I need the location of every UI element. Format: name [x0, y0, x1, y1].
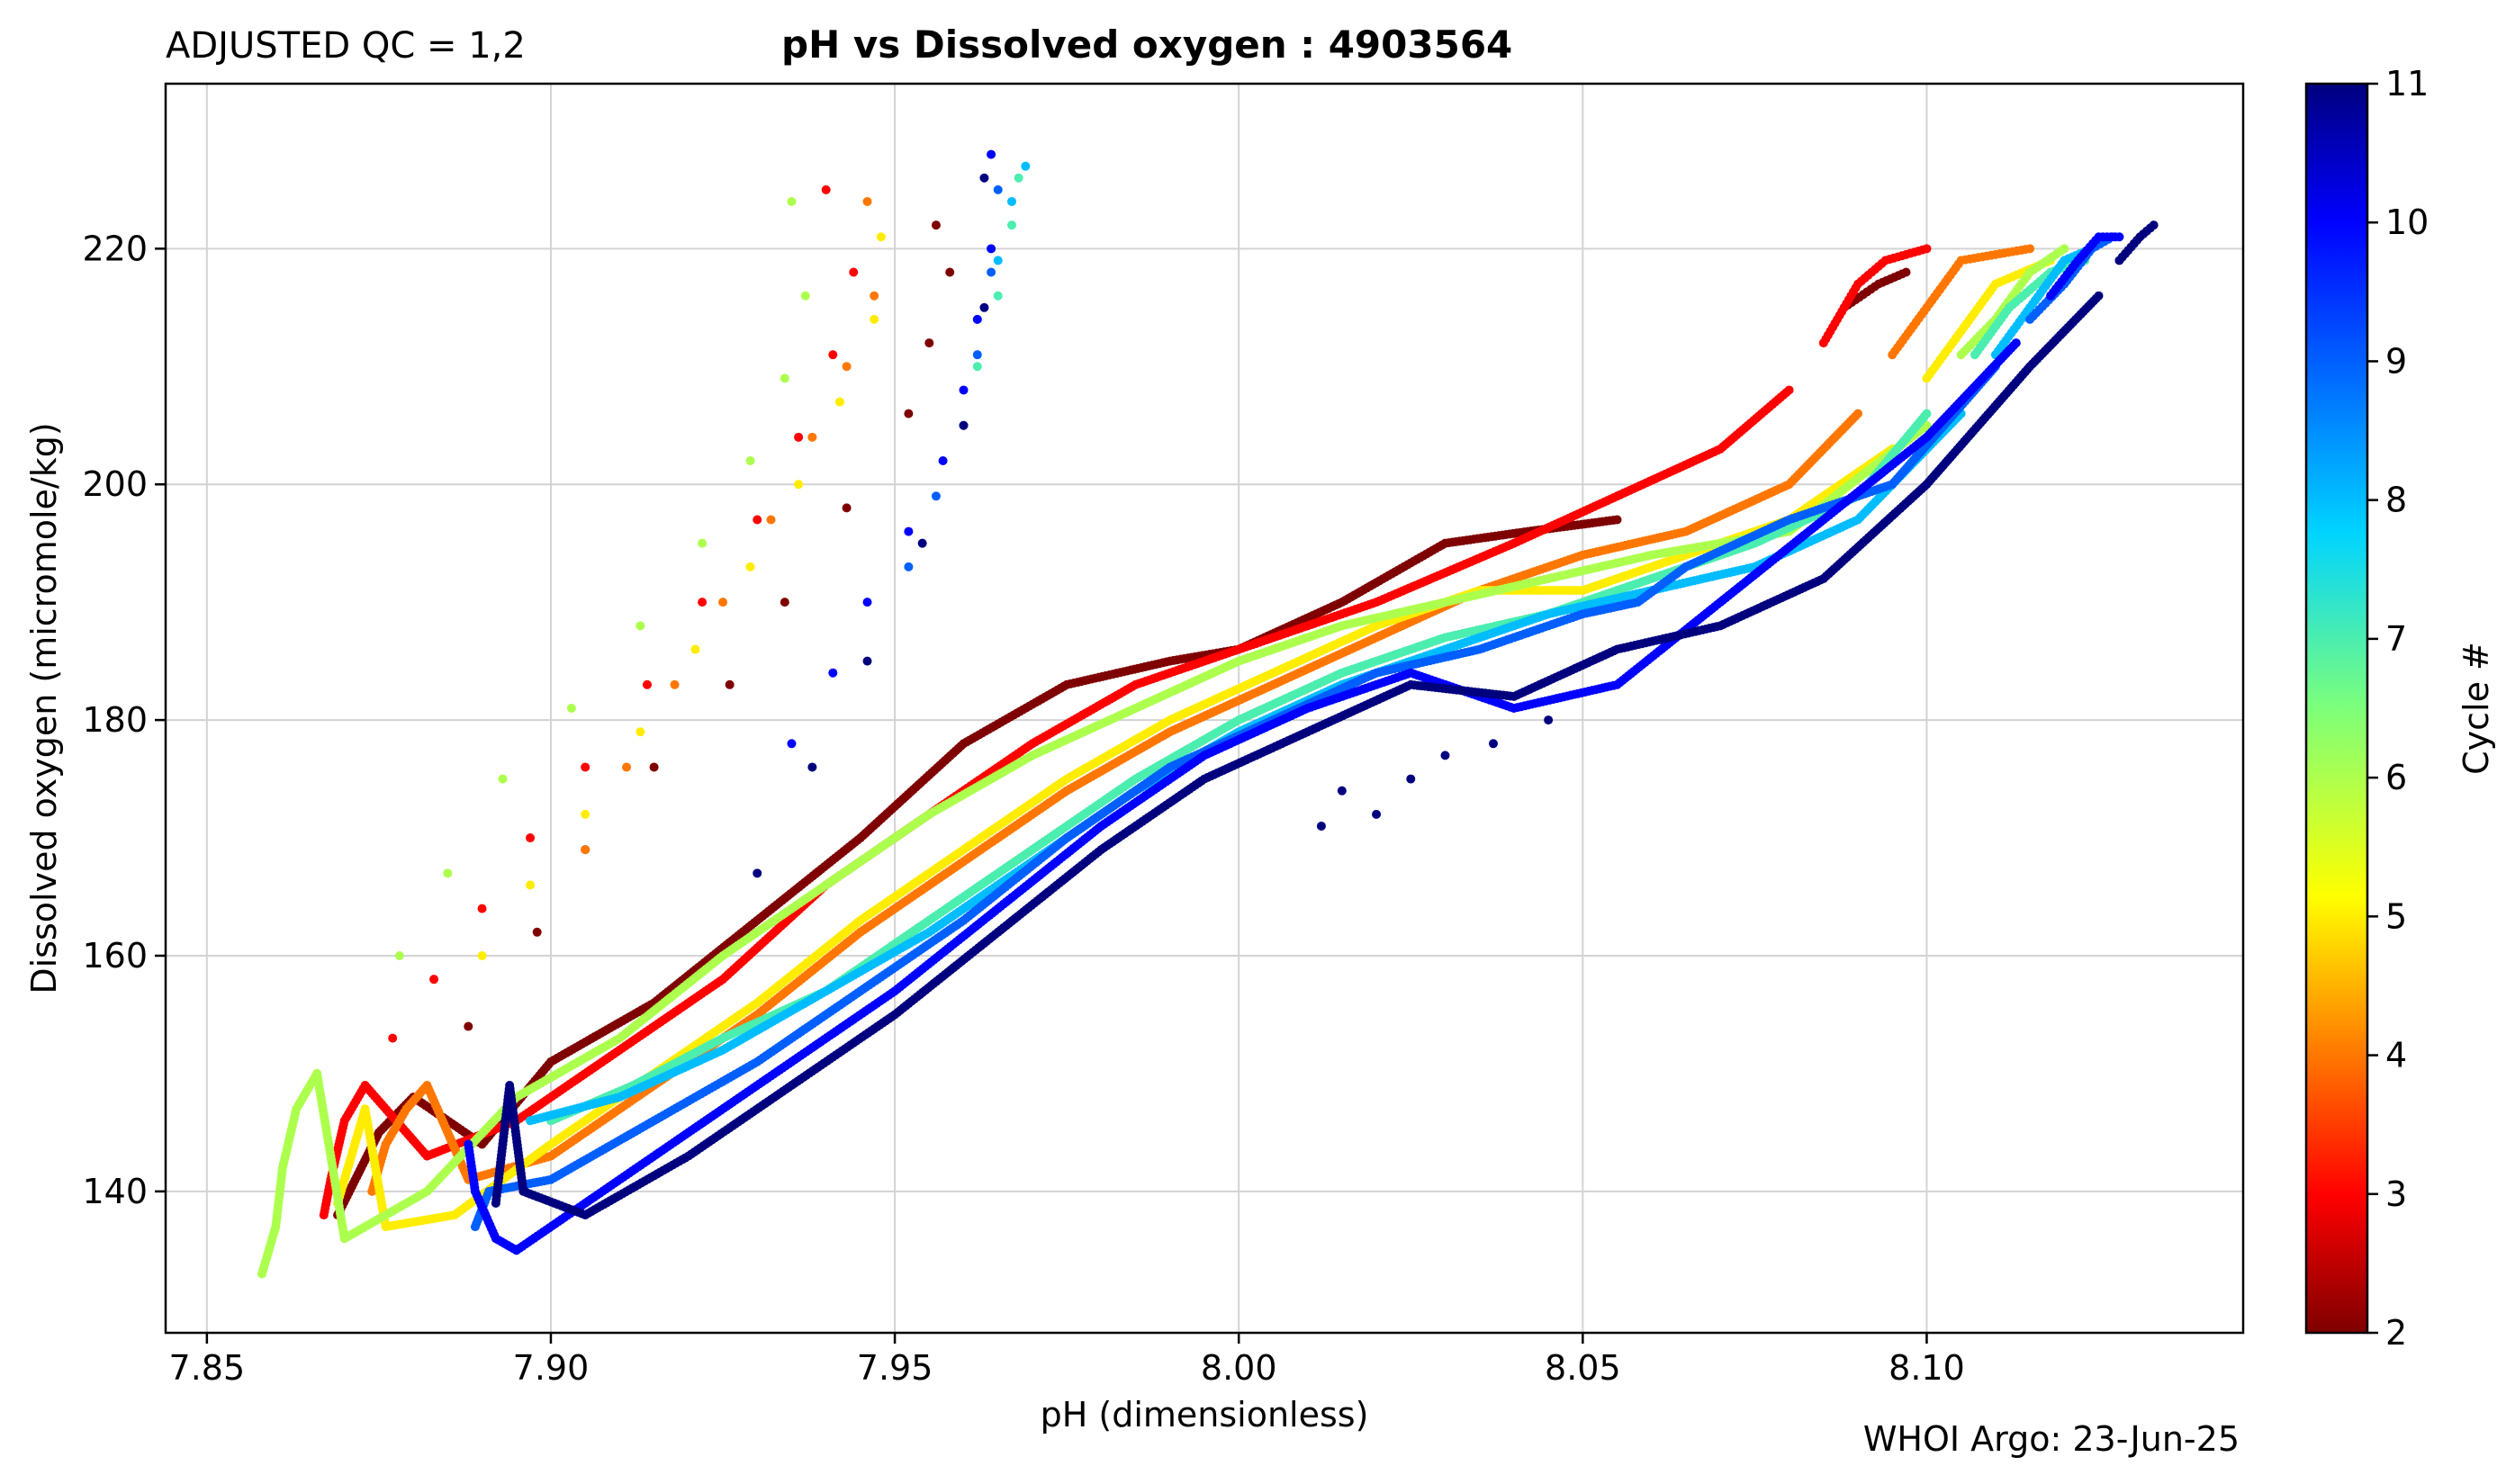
- scatter-point: [972, 350, 982, 360]
- scatter-point: [388, 1033, 398, 1043]
- scatter-point: [649, 762, 659, 772]
- scatter-point: [581, 809, 590, 819]
- scatter-point: [1014, 173, 1023, 183]
- scatter-point: [477, 950, 487, 960]
- scatter-point: [987, 267, 996, 277]
- profile-point: [1853, 409, 1863, 418]
- scatter-point: [443, 868, 453, 878]
- scatter-point: [718, 598, 728, 607]
- scatter-point: [745, 562, 755, 571]
- scatter-point: [972, 362, 982, 372]
- scatter-point: [862, 598, 872, 607]
- scatter-point: [1021, 161, 1031, 171]
- scatter-point: [821, 184, 831, 194]
- cycle-8-series: [526, 161, 2096, 1126]
- scatter-point: [787, 196, 797, 206]
- scatter-point: [622, 762, 632, 772]
- scatter-point: [807, 432, 817, 442]
- scatter-point: [698, 598, 708, 607]
- scatter-point: [842, 362, 852, 372]
- chart-title: pH vs Dissolved oxygen : 4903564: [781, 22, 1512, 67]
- scatter-point: [753, 515, 762, 525]
- profile-point: [1612, 515, 1622, 525]
- surface-point: [2114, 232, 2124, 242]
- surface-point: [2060, 244, 2069, 254]
- scatter-point: [870, 291, 879, 301]
- scatter-point: [993, 256, 1003, 265]
- scatter-point: [477, 904, 487, 913]
- scatter-point: [972, 314, 982, 324]
- scatter-point: [931, 220, 941, 230]
- scatter-point: [828, 668, 838, 678]
- scatter-point: [876, 232, 886, 242]
- scatter-point: [725, 679, 735, 689]
- scatter-point: [987, 149, 996, 159]
- scatter-point: [993, 184, 1003, 194]
- scatter-point: [532, 927, 542, 937]
- surface-point: [1901, 267, 1911, 277]
- profile-point: [2011, 338, 2021, 348]
- scatter-point: [780, 373, 789, 383]
- scatter-point: [794, 432, 804, 442]
- scatter-point: [834, 397, 844, 407]
- scatter-point: [636, 621, 645, 631]
- scatter-point: [429, 975, 439, 985]
- scatter-point: [498, 774, 508, 784]
- scatter-point: [993, 291, 1003, 301]
- scatter-point: [1007, 196, 1017, 206]
- scatter-point: [1007, 220, 1017, 230]
- scatter-point: [766, 515, 776, 525]
- scatter-point: [636, 727, 645, 737]
- profile-point: [1922, 409, 1932, 418]
- scatter-point: [938, 456, 948, 466]
- cycle-3-series: [319, 184, 1932, 1220]
- scatter-point: [828, 350, 838, 360]
- data-points: [257, 149, 2159, 1279]
- surface-point: [1922, 244, 1932, 254]
- scatter-point: [464, 1021, 473, 1031]
- scatter-point: [794, 480, 804, 490]
- scatter-point: [842, 503, 852, 513]
- scatter-point: [566, 704, 576, 713]
- scatter-point: [670, 679, 680, 689]
- scatter-point: [642, 679, 652, 689]
- cycle-9-series: [470, 184, 2117, 1232]
- scatter-point: [526, 833, 536, 843]
- scatter-point: [526, 880, 536, 890]
- scatter-point: [924, 338, 934, 348]
- scatter-point: [745, 456, 755, 466]
- scatter-point: [698, 538, 708, 548]
- scatter-point: [862, 196, 872, 206]
- scatter-point: [800, 291, 810, 301]
- scatter-point: [959, 385, 969, 395]
- scatter-point: [394, 950, 404, 960]
- scatter-point: [581, 845, 590, 855]
- scatter-point: [849, 267, 859, 277]
- qc-label: ADJUSTED QC = 1,2: [166, 25, 526, 67]
- scatter-point: [987, 244, 996, 254]
- cycle-5-series: [333, 232, 2056, 1232]
- scatter-point: [581, 762, 590, 772]
- scatter-point: [945, 267, 955, 277]
- scatter-point: [931, 491, 941, 501]
- surface-point: [2025, 244, 2035, 254]
- scatter-point: [780, 598, 789, 607]
- scatter-point: [904, 562, 914, 571]
- scatter-point: [690, 644, 700, 654]
- profile-point: [1784, 385, 1794, 395]
- scatter-point: [904, 409, 914, 418]
- scatter-point: [870, 314, 879, 324]
- scatter-point: [787, 739, 797, 749]
- scatter-point: [904, 526, 914, 536]
